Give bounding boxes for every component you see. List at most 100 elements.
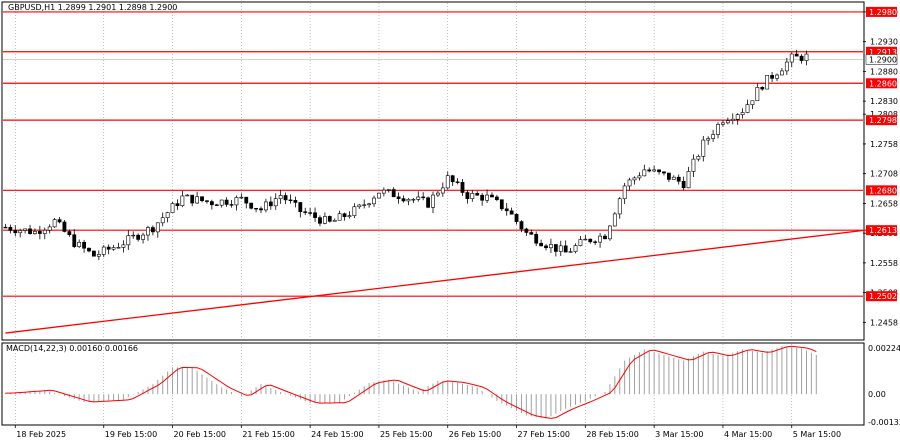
candle-body	[106, 246, 111, 250]
candle-body	[259, 208, 263, 211]
level-label: 1.2980	[869, 8, 897, 17]
candle-body	[632, 177, 637, 181]
candle-body	[539, 242, 544, 247]
candle-body	[170, 203, 175, 213]
candle-body	[603, 235, 607, 240]
candle-body	[612, 213, 617, 227]
candle-body	[254, 207, 258, 210]
candle-body	[622, 185, 627, 200]
candle-body	[406, 199, 411, 202]
candle-body	[214, 204, 219, 206]
candle-body	[676, 176, 681, 182]
candle-body	[288, 199, 293, 202]
candle-body	[696, 156, 701, 160]
candle-body	[101, 246, 106, 255]
candle-body	[608, 225, 612, 240]
macd-tick-label: -0.00133	[868, 418, 900, 427]
macd-panel-frame	[1, 342, 865, 426]
candle-body	[165, 212, 170, 219]
candle-body	[224, 199, 229, 205]
candle-body	[647, 169, 652, 172]
candle-body	[573, 245, 578, 252]
candle-body	[440, 187, 445, 194]
candle-body	[524, 228, 529, 233]
candle-body	[367, 203, 372, 206]
level-label-box	[866, 225, 897, 236]
candle-body	[180, 195, 185, 207]
candle-body	[804, 53, 809, 61]
candle-body	[735, 114, 740, 120]
candle-body	[195, 196, 200, 204]
candle-body	[150, 227, 155, 233]
time-axis: 18 Feb 2025 19 Feb 15:00 20 Feb 15:00 21 Fe…	[14, 425, 841, 439]
candle-body	[155, 222, 160, 233]
candle-body	[67, 231, 72, 236]
candle-body	[455, 181, 460, 183]
candle-body	[313, 212, 317, 218]
candle-body	[711, 134, 716, 139]
candle-body	[701, 139, 706, 157]
candle-body	[794, 53, 799, 57]
time-tick-label: 28 Feb 15:00	[586, 430, 638, 439]
price-panel-frame	[1, 1, 865, 341]
candle-body	[92, 250, 96, 257]
candle-body	[514, 213, 519, 222]
candle-body	[239, 196, 244, 199]
candle-body	[780, 70, 784, 76]
candle-body	[391, 189, 396, 198]
candle-body	[642, 169, 647, 177]
price-axis: 1.2980 1.2930 1.2880 1.2830 1.2808 1.2758 1.27…	[863, 6, 900, 427]
candle-body	[529, 232, 534, 235]
candle-body	[598, 235, 602, 243]
candle-body	[691, 158, 696, 172]
candle-body	[249, 202, 254, 209]
candle-body	[200, 196, 204, 201]
candle-body	[760, 87, 765, 90]
candle-body	[229, 204, 234, 206]
candle-body	[82, 241, 86, 249]
candle-body	[716, 124, 720, 135]
support-resistance-levels	[3, 11, 863, 297]
candle-body	[77, 241, 82, 247]
macd-signal-line	[5, 345, 817, 419]
candle-body	[799, 55, 804, 61]
time-tick-label: 20 Feb 15:00	[174, 430, 226, 439]
macd-indicator	[4, 345, 817, 419]
candle-body	[111, 247, 116, 250]
time-tick-label: 21 Feb 15:00	[242, 430, 294, 439]
candle-body	[770, 75, 774, 79]
price-tick-label: 1.2558	[870, 259, 898, 268]
candle-body	[534, 233, 539, 244]
candle-body	[126, 235, 131, 246]
candle-body	[23, 228, 28, 231]
candle-body	[347, 215, 352, 217]
candle-body	[504, 208, 509, 212]
current-price-box	[865, 54, 898, 65]
time-tick-label: 19 Feb 15:00	[105, 430, 157, 439]
candle-body	[765, 75, 770, 90]
candle-body	[593, 241, 598, 243]
candle-body	[357, 204, 362, 208]
price-tick-label: 1.2830	[870, 97, 898, 106]
candle-body	[337, 213, 342, 221]
candle-body	[445, 175, 450, 189]
candle-body	[652, 169, 657, 172]
candle-body	[789, 53, 794, 63]
candle-body	[283, 195, 288, 201]
price-tick-label: 1.2658	[870, 199, 898, 208]
grid	[14, 3, 793, 424]
candle-body	[588, 238, 593, 243]
candle-body	[775, 74, 779, 79]
candle-body	[686, 171, 691, 189]
candle-body	[519, 221, 524, 230]
candle-body	[3, 226, 8, 229]
candle-body	[190, 194, 195, 204]
candle-body	[657, 169, 661, 173]
candles	[3, 49, 809, 261]
candle-body	[293, 200, 298, 203]
level-label-box	[866, 291, 897, 302]
candle-body	[352, 206, 357, 216]
candle-body	[268, 201, 273, 207]
candle-body	[666, 172, 671, 180]
time-tick-label: 26 Feb 15:00	[449, 430, 501, 439]
